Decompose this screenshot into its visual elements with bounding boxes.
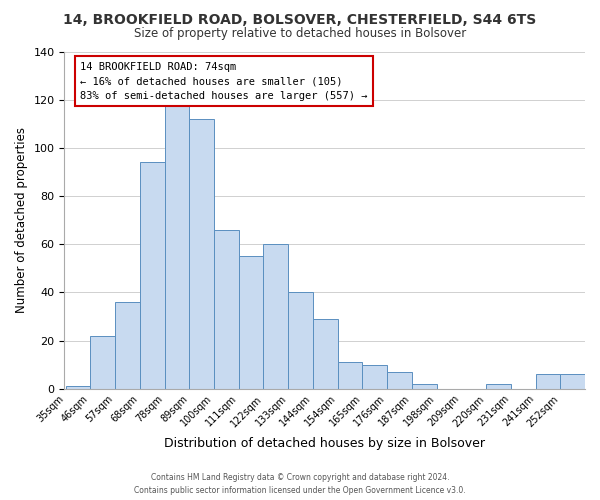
Bar [91,336,115,389]
Bar [189,119,214,389]
Bar [560,374,585,389]
Bar [140,162,164,389]
Bar [263,244,288,389]
Bar [362,364,387,389]
Bar [536,374,560,389]
Bar [412,384,437,389]
Bar [164,104,189,389]
Bar [214,230,239,389]
Bar [338,362,362,389]
Bar [288,292,313,389]
Bar [486,384,511,389]
Bar [115,302,140,389]
Text: 14 BROOKFIELD ROAD: 74sqm
← 16% of detached houses are smaller (105)
83% of semi: 14 BROOKFIELD ROAD: 74sqm ← 16% of detac… [80,62,368,101]
Bar [313,319,338,389]
Text: Size of property relative to detached houses in Bolsover: Size of property relative to detached ho… [134,28,466,40]
Y-axis label: Number of detached properties: Number of detached properties [15,127,28,313]
Bar [239,256,263,389]
Bar [65,386,91,389]
Text: 14, BROOKFIELD ROAD, BOLSOVER, CHESTERFIELD, S44 6TS: 14, BROOKFIELD ROAD, BOLSOVER, CHESTERFI… [64,12,536,26]
Bar [387,372,412,389]
Text: Contains HM Land Registry data © Crown copyright and database right 2024.
Contai: Contains HM Land Registry data © Crown c… [134,474,466,495]
X-axis label: Distribution of detached houses by size in Bolsover: Distribution of detached houses by size … [164,437,485,450]
